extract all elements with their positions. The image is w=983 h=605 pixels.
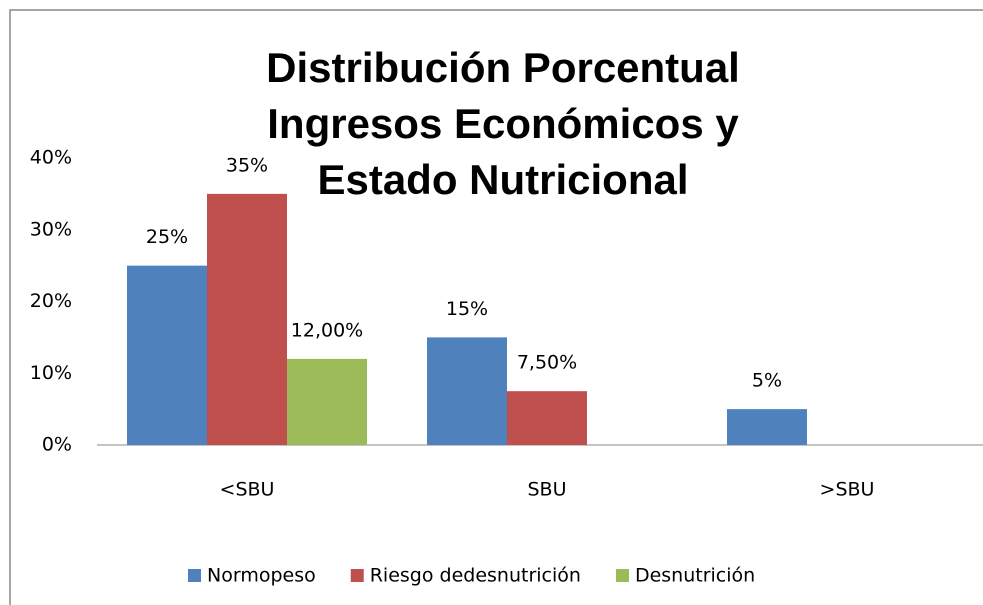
data-label: 5% <box>752 370 782 392</box>
bar <box>727 409 807 445</box>
data-label: 12,00% <box>291 319 363 341</box>
y-tick-label: 10% <box>30 362 72 384</box>
bar <box>287 358 367 445</box>
legend-label: Normopeso <box>207 565 316 587</box>
y-tick-label: 30% <box>30 218 72 240</box>
legend-label: Riesgo dedesnutrición <box>370 565 581 587</box>
legend-swatch <box>615 569 629 582</box>
data-label: 15% <box>446 298 488 320</box>
y-tick-label: 40% <box>30 147 72 169</box>
legend-label: Desnutrición <box>635 565 755 587</box>
data-label: 25% <box>146 226 188 248</box>
legend-swatch <box>350 569 364 582</box>
x-tick-label: >SBU <box>820 479 875 501</box>
chart-title: Distribución Porcentual Ingresos Económi… <box>266 44 740 203</box>
y-tick-label: 20% <box>30 290 72 312</box>
data-label: 35% <box>226 154 268 176</box>
data-label: 7,50% <box>517 352 577 374</box>
bar <box>507 391 587 445</box>
x-tick-label: <SBU <box>220 479 275 501</box>
bar <box>127 265 207 445</box>
x-tick-label: SBU <box>527 479 566 501</box>
legend-swatch <box>188 569 201 582</box>
y-tick-label: 0% <box>42 434 72 456</box>
bar <box>207 193 287 445</box>
bar <box>427 337 507 445</box>
